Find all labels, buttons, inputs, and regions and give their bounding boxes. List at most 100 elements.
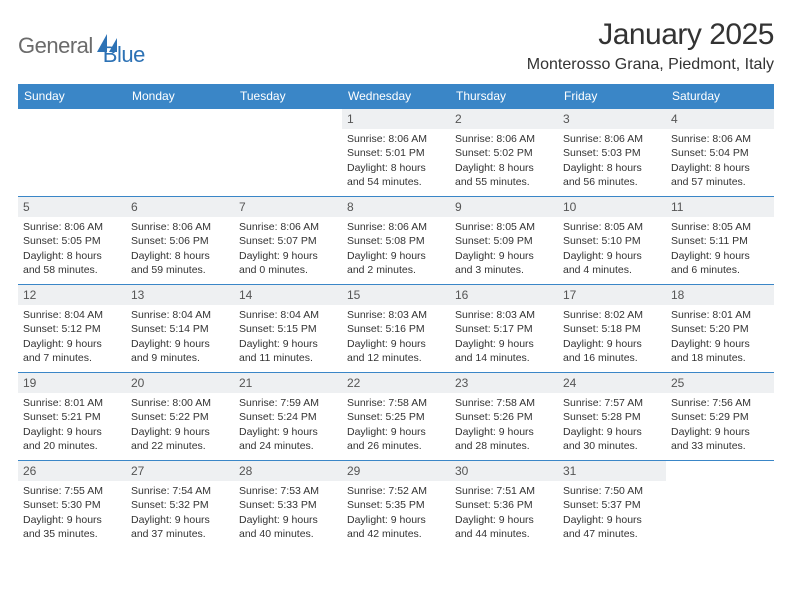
day-number: 5 [18,197,126,217]
sunrise-line: Sunrise: 8:01 AM [23,396,121,410]
calendar-cell: 16Sunrise: 8:03 AMSunset: 5:17 PMDayligh… [450,284,558,372]
calendar-cell-blank [126,108,234,196]
sunrise-line: Sunrise: 8:06 AM [239,220,337,234]
calendar-cell: 28 Sunrise: 7:53 AMSunset: 5:33 PMDayligh… [234,460,342,548]
sunset-line: Sunset: 5:16 PM [347,322,445,336]
sunset-line: Sunset: 5:28 PM [563,410,661,424]
daylight-line: Daylight: 9 hours and 9 minutes. [131,337,229,365]
sunrise-line: Sunrise: 8:06 AM [23,220,121,234]
sunset-line: Sunset: 5:04 PM [671,146,769,160]
daylight-line: Daylight: 9 hours and 20 minutes. [23,425,121,453]
sunrise-line: Sunrise: 7:55 AM [23,484,121,498]
sunset-line: Sunset: 5:03 PM [563,146,661,160]
daylight-line: Daylight: 8 hours and 54 minutes. [347,161,445,189]
sunset-line: Sunset: 5:07 PM [239,234,337,248]
day-number: 31 [558,461,666,481]
sunset-line: Sunset: 5:32 PM [131,498,229,512]
sunset-line: Sunset: 5:11 PM [671,234,769,248]
day-number: 11 [666,197,774,217]
sunset-line: Sunset: 5:15 PM [239,322,337,336]
sunset-line: Sunset: 5:12 PM [23,322,121,336]
day-number: 13 [126,285,234,305]
daylight-line: Daylight: 9 hours and 18 minutes. [671,337,769,365]
sunset-line: Sunset: 5:01 PM [347,146,445,160]
calendar-grid: SundayMondayTuesdayWednesdayThursdayFrid… [18,84,774,548]
logo-text-blue: Blue [103,42,145,68]
sunrise-line: Sunrise: 8:01 AM [671,308,769,322]
day-number: 21 [234,373,342,393]
calendar-cell: 26Sunrise: 7:55 AMSunset: 5:30 PMDayligh… [18,460,126,548]
day-number: 26 [18,461,126,481]
calendar-cell: 25Sunrise: 7:56 AMSunset: 5:29 PMDayligh… [666,372,774,460]
sunrise-line: Sunrise: 8:06 AM [455,132,553,146]
sunset-line: Sunset: 5:33 PM [239,498,337,512]
calendar-cell: 29Sunrise: 7:52 AMSunset: 5:35 PMDayligh… [342,460,450,548]
calendar-cell: 14Sunrise: 8:04 AMSunset: 5:15 PMDayligh… [234,284,342,372]
day-number: 12 [18,285,126,305]
calendar-cell: 18 Sunrise: 8:01 AMSunset: 5:20 PMDayligh… [666,284,774,372]
day-number: 22 [342,373,450,393]
day-number: 23 [450,373,558,393]
calendar-cell: 17Sunrise: 8:02 AMSunset: 5:18 PMDayligh… [558,284,666,372]
calendar-cell: 5Sunrise: 8:06 AMSunset: 5:05 PMDaylight… [18,196,126,284]
daylight-line: Daylight: 9 hours and 6 minutes. [671,249,769,277]
dow-header: Tuesday [234,84,342,108]
day-number: 1 [342,109,450,129]
sunrise-line: Sunrise: 7:57 AM [563,396,661,410]
sunset-line: Sunset: 5:25 PM [347,410,445,424]
daylight-line: Daylight: 9 hours and 3 minutes. [455,249,553,277]
daylight-line: Daylight: 9 hours and 12 minutes. [347,337,445,365]
header: General Blue January 2025 Monterosso Gra… [18,18,774,74]
dow-header: Saturday [666,84,774,108]
sunset-line: Sunset: 5:29 PM [671,410,769,424]
day-number: 17 [558,285,666,305]
daylight-line: Daylight: 8 hours and 58 minutes. [23,249,121,277]
daylight-line: Daylight: 8 hours and 59 minutes. [131,249,229,277]
daylight-line: Daylight: 9 hours and 44 minutes. [455,513,553,541]
day-number: 30 [450,461,558,481]
daylight-line: Daylight: 9 hours and 42 minutes. [347,513,445,541]
sunrise-line: Sunrise: 7:50 AM [563,484,661,498]
sunset-line: Sunset: 5:14 PM [131,322,229,336]
logo: General Blue [18,18,145,68]
calendar-cell: 7Sunrise: 8:06 AMSunset: 5:07 PMDaylight… [234,196,342,284]
day-number: 6 [126,197,234,217]
sunrise-line: Sunrise: 8:06 AM [563,132,661,146]
sunset-line: Sunset: 5:22 PM [131,410,229,424]
sunrise-line: Sunrise: 7:53 AM [239,484,337,498]
location: Monterosso Grana, Piedmont, Italy [527,56,774,74]
daylight-line: Daylight: 9 hours and 37 minutes. [131,513,229,541]
sunrise-line: Sunrise: 7:58 AM [347,396,445,410]
calendar-cell: 11 Sunrise: 8:05 AMSunset: 5:11 PMDayligh… [666,196,774,284]
dow-header: Wednesday [342,84,450,108]
sunrise-line: Sunrise: 8:05 AM [671,220,769,234]
day-number: 9 [450,197,558,217]
sunrise-line: Sunrise: 8:04 AM [239,308,337,322]
calendar-cell: 2Sunrise: 8:06 AMSunset: 5:02 PMDaylight… [450,108,558,196]
day-number: 28 [234,461,342,481]
daylight-line: Daylight: 9 hours and 26 minutes. [347,425,445,453]
day-number: 8 [342,197,450,217]
sunset-line: Sunset: 5:20 PM [671,322,769,336]
day-number: 18 [666,285,774,305]
calendar-cell: 3Sunrise: 8:06 AMSunset: 5:03 PMDaylight… [558,108,666,196]
day-number: 14 [234,285,342,305]
sunrise-line: Sunrise: 7:54 AM [131,484,229,498]
page-title: January 2025 [527,18,774,52]
sunset-line: Sunset: 5:10 PM [563,234,661,248]
daylight-line: Daylight: 9 hours and 4 minutes. [563,249,661,277]
dow-header: Thursday [450,84,558,108]
calendar-cell: 12Sunrise: 8:04 AMSunset: 5:12 PMDayligh… [18,284,126,372]
daylight-line: Daylight: 8 hours and 55 minutes. [455,161,553,189]
day-number: 10 [558,197,666,217]
sunrise-line: Sunrise: 8:04 AM [23,308,121,322]
sunset-line: Sunset: 5:09 PM [455,234,553,248]
calendar-cell: 21Sunrise: 7:59 AMSunset: 5:24 PMDayligh… [234,372,342,460]
calendar-cell: 6Sunrise: 8:06 AMSunset: 5:06 PMDaylight… [126,196,234,284]
calendar-cell: 10 Sunrise: 8:05 AMSunset: 5:10 PMDayligh… [558,196,666,284]
calendar-cell: 13Sunrise: 8:04 AMSunset: 5:14 PMDayligh… [126,284,234,372]
sunset-line: Sunset: 5:37 PM [563,498,661,512]
sunrise-line: Sunrise: 8:05 AM [563,220,661,234]
sunset-line: Sunset: 5:36 PM [455,498,553,512]
daylight-line: Daylight: 9 hours and 40 minutes. [239,513,337,541]
